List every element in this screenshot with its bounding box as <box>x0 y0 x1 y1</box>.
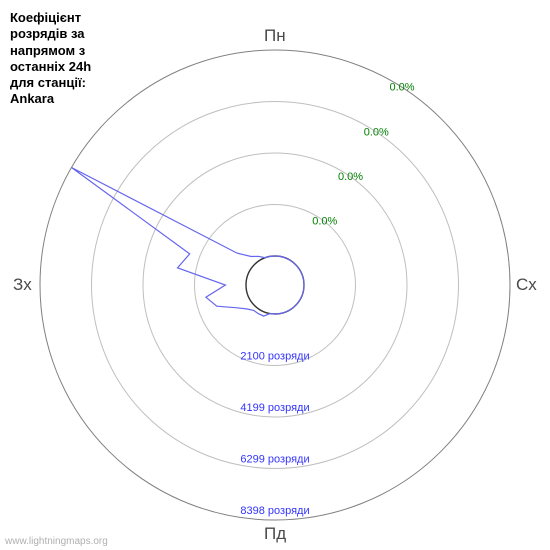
ring-label-percent: 0.0% <box>390 82 415 94</box>
ring-label-discharge: 6299 розряди <box>240 454 309 466</box>
ring-label-percent: 0.0% <box>312 215 337 227</box>
footer-credit: www.lightningmaps.org <box>5 536 108 547</box>
cardinal-north: Пн <box>264 26 286 46</box>
ring-label-percent: 0.0% <box>364 126 389 138</box>
ring-label-discharge: 8398 розряди <box>240 505 309 517</box>
ring-label-percent: 0.0% <box>338 171 363 183</box>
cardinal-east: Сх <box>516 275 537 295</box>
cardinal-south: Пд <box>264 524 286 544</box>
cardinal-west: Зх <box>13 275 32 295</box>
polar-chart-container: 2100 розряди 4199 розряди 6299 розряди 8398… <box>0 0 550 550</box>
ring-label-discharge: 2100 розряди <box>240 351 309 363</box>
ring-label-discharge: 4199 розряди <box>240 402 309 414</box>
chart-title: Коефіцієнтрозрядів занапрямом зостанніх … <box>10 10 91 108</box>
